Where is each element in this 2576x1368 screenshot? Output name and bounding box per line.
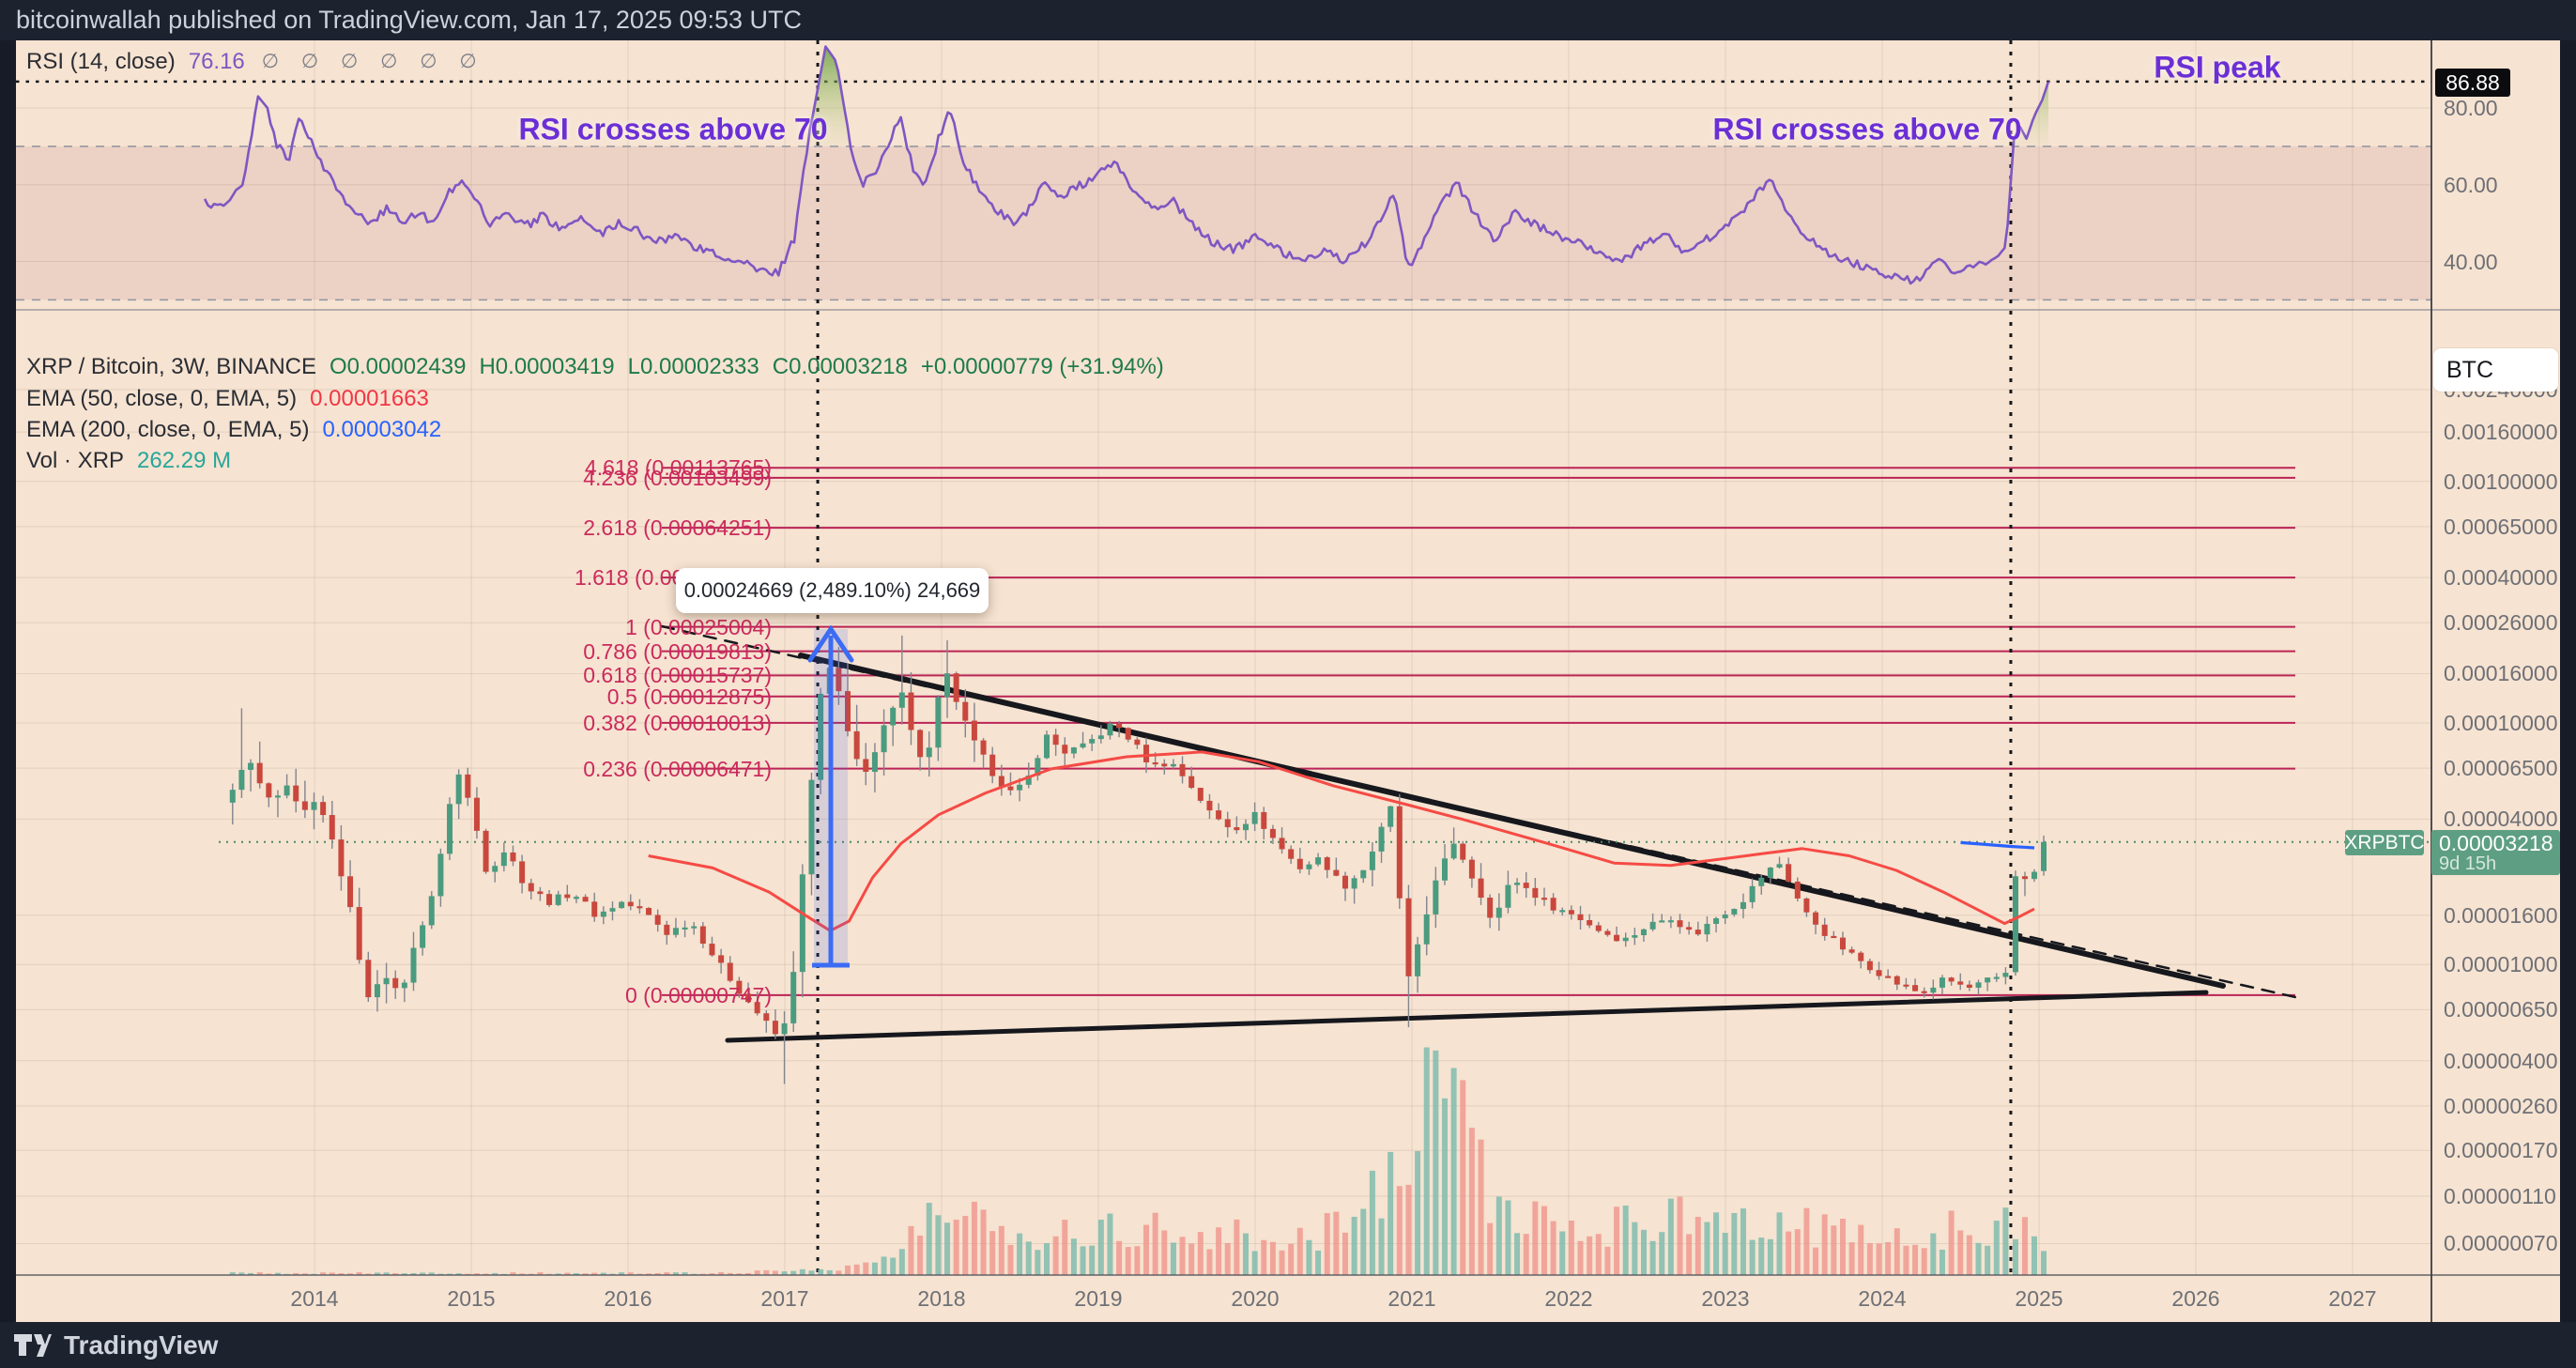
tradingview-logo-icon[interactable]	[13, 1333, 53, 1358]
rsi-legend-value: 76.16	[188, 49, 245, 74]
ema50-legend[interactable]: EMA (50, close, 0, EMA, 5) 0.00001663	[26, 385, 429, 413]
ema200-line	[1960, 840, 2035, 850]
ohlc-low: L0.00002333	[627, 354, 759, 379]
symbol-title[interactable]: XRP / Bitcoin, 3W, BINANCE	[26, 354, 316, 379]
ema200-value: 0.00003042	[322, 417, 442, 442]
ema50-value: 0.00001663	[310, 386, 429, 411]
symbol-price-label: XRPBTC	[2344, 830, 2425, 855]
currency-toggle-button[interactable]: BTC	[2433, 348, 2558, 392]
volume-label[interactable]: Vol · XRP	[26, 448, 125, 473]
fib-retracement-lines	[662, 467, 2295, 996]
last-price-badge: 0.00003218 9d 15h	[2431, 830, 2560, 875]
upper-resistance-trendline	[798, 653, 2226, 989]
ohlc-high: H0.00003419	[479, 354, 615, 379]
bar-countdown: 9d 15h	[2439, 853, 2497, 874]
rsi-hidden-series-icons[interactable]: ∅ ∅ ∅ ∅ ∅ ∅	[261, 51, 485, 72]
tradingview-logo-text[interactable]: TradingView	[64, 1330, 219, 1360]
lower-support-trendline	[725, 990, 2209, 1043]
candlestick-series	[229, 635, 2047, 1084]
rsi-peak-level-badge: 86.88	[2435, 69, 2510, 97]
volume-bars	[229, 1047, 2047, 1275]
volume-value: 262.29 M	[137, 448, 232, 473]
measure-tooltip: 0.00024669 (2,489.10%) 24,669	[676, 568, 989, 613]
ohlc-close: C0.00003218	[772, 354, 908, 379]
ema200-label[interactable]: EMA (200, close, 0, EMA, 5)	[26, 417, 310, 442]
price-chart-canvas[interactable]	[16, 40, 2560, 1322]
rsi-legend-label[interactable]: RSI (14, close)	[26, 49, 176, 74]
footer-bar: TradingView	[0, 1322, 2576, 1368]
rsi-series	[203, 45, 2050, 285]
volume-legend[interactable]: Vol · XRP 262.29 M	[26, 447, 231, 475]
ohlc-change: +0.00000779 (+31.94%)	[920, 354, 1164, 379]
ema50-line	[648, 750, 2035, 932]
chart-area: 0.002400000.001600000.001000000.00065000…	[16, 40, 2560, 1322]
ohlc-open: O0.00002439	[330, 354, 467, 379]
annotation-rsi-crosses-left[interactable]: RSI crosses above 70	[518, 112, 828, 146]
rsi-legend[interactable]: RSI (14, close) 76.16 ∅ ∅ ∅ ∅ ∅ ∅	[26, 48, 485, 76]
annotation-rsi-crosses-right[interactable]: RSI crosses above 70	[1712, 112, 2022, 146]
measure-arrow	[807, 624, 854, 968]
ema50-label[interactable]: EMA (50, close, 0, EMA, 5)	[26, 386, 298, 411]
annotation-rsi-peak[interactable]: RSI peak	[2154, 50, 2281, 85]
ema200-legend[interactable]: EMA (200, close, 0, EMA, 5) 0.00003042	[26, 416, 441, 444]
publish-header: bitcoinwallah published on TradingView.c…	[0, 0, 2576, 40]
symbol-legend[interactable]: XRP / Bitcoin, 3W, BINANCE O0.00002439 H…	[26, 353, 1164, 381]
last-price-value: 0.00003218	[2439, 831, 2553, 855]
publish-title: bitcoinwallah published on TradingView.c…	[16, 6, 803, 34]
